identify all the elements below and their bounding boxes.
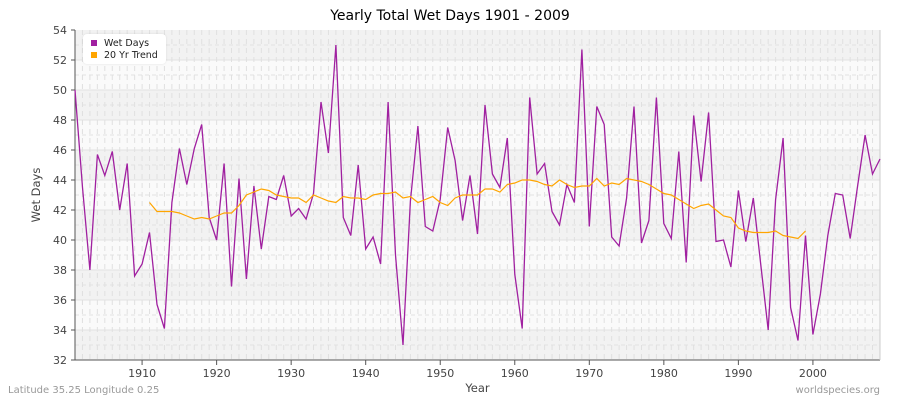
- x-tick-label: 1960: [501, 367, 529, 380]
- x-tick-label: 1980: [650, 367, 678, 380]
- y-tick-label: 42: [53, 204, 67, 217]
- y-tick-label: 34: [53, 324, 67, 337]
- legend-swatch: [91, 52, 97, 58]
- y-tick-label: 32: [53, 354, 67, 367]
- source-label: worldspecies.org: [795, 385, 880, 396]
- legend-item-trend: 20 Yr Trend: [91, 49, 158, 61]
- y-tick-label: 54: [53, 24, 67, 37]
- x-tick-label: 1990: [724, 367, 752, 380]
- legend-label: Wet Days: [104, 37, 150, 49]
- x-tick-label: 1910: [128, 367, 156, 380]
- y-axis-label: Wet Days: [29, 168, 43, 223]
- y-tick-label: 36: [53, 294, 67, 307]
- x-tick-label: 1920: [203, 367, 231, 380]
- x-tick-label: 1940: [352, 367, 380, 380]
- x-tick-label: 1950: [426, 367, 454, 380]
- legend-swatch: [91, 40, 97, 46]
- x-tick-label: 1930: [277, 367, 305, 380]
- y-tick-label: 46: [53, 144, 67, 157]
- y-tick-label: 52: [53, 54, 67, 67]
- y-tick-label: 50: [53, 84, 67, 97]
- y-tick-label: 48: [53, 114, 67, 127]
- legend-label: 20 Yr Trend: [104, 49, 158, 61]
- y-tick-label: 44: [53, 174, 67, 187]
- chart-title: Yearly Total Wet Days 1901 - 2009: [330, 8, 570, 24]
- x-tick-label: 2000: [799, 367, 827, 380]
- legend: Wet Days 20 Yr Trend: [83, 34, 166, 64]
- x-tick-label: 1970: [575, 367, 603, 380]
- location-label: Latitude 35.25 Longitude 0.25: [8, 385, 160, 396]
- y-tick-label: 38: [53, 264, 67, 277]
- legend-item-wet-days: Wet Days: [91, 37, 158, 49]
- y-tick-label: 40: [53, 234, 67, 247]
- x-axis-label: Year: [464, 381, 490, 395]
